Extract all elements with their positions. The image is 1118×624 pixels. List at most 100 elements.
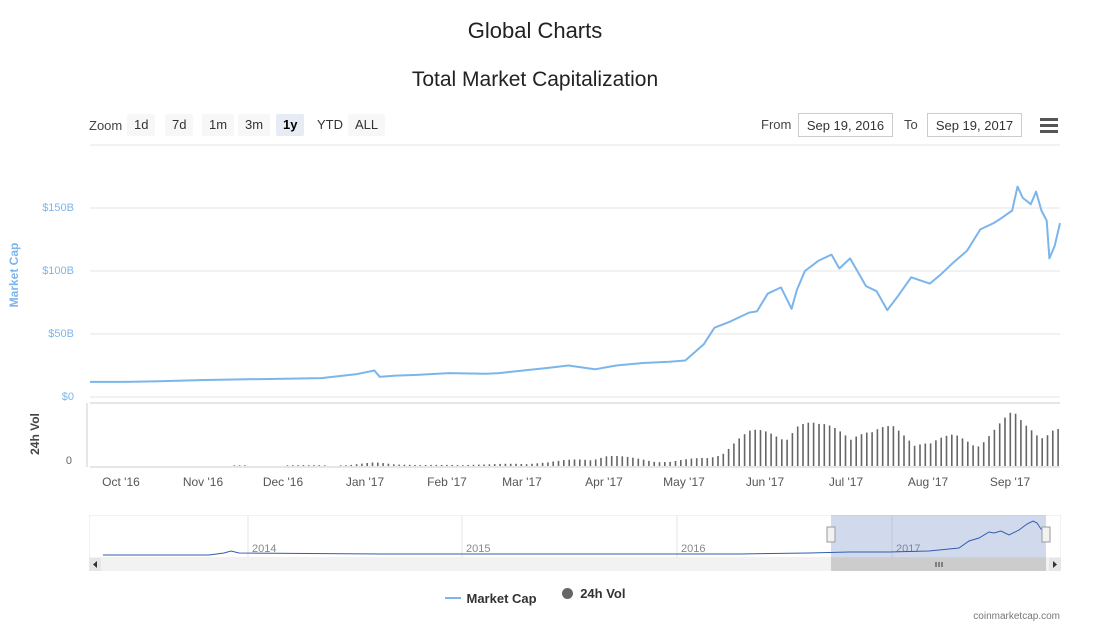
- volume-bar: [818, 423, 820, 466]
- volume-bar: [478, 464, 480, 466]
- volume-bar: [313, 465, 315, 466]
- volume-bar: [998, 423, 1001, 466]
- volume-bar: [770, 433, 772, 466]
- volume-bar: [419, 465, 422, 466]
- volume-bar: [323, 465, 326, 466]
- volume-bar: [1046, 435, 1049, 466]
- credits-link[interactable]: coinmarketcap.com: [973, 611, 1060, 622]
- volume-bar: [733, 443, 735, 466]
- volume-bar: [462, 465, 464, 466]
- volume-bar: [897, 430, 900, 466]
- volume-bar: [637, 458, 640, 466]
- zoom-1d-button[interactable]: 1d: [127, 114, 156, 136]
- volume-bar: [701, 458, 703, 466]
- volume-bar: [881, 427, 884, 466]
- volume-bar: [302, 465, 305, 466]
- volume-bar: [850, 439, 852, 466]
- volume-bar: [483, 464, 485, 466]
- zoom-1m-button[interactable]: 1m: [202, 114, 235, 136]
- volume-bar: [706, 458, 709, 466]
- volume-bar: [499, 463, 501, 466]
- zoom-ytd-button[interactable]: YTD: [310, 114, 350, 136]
- volume-bar: [233, 465, 236, 466]
- volume-bar: [860, 434, 863, 466]
- volume-bar: [387, 463, 390, 466]
- volume-bar: [286, 465, 289, 466]
- volume-bar: [988, 436, 990, 466]
- zoom-3m-button[interactable]: 3m: [238, 114, 271, 136]
- volume-bar: [929, 443, 932, 466]
- volume-bar: [743, 434, 746, 466]
- volume-bar: [557, 460, 560, 466]
- volume-bar: [796, 426, 799, 466]
- volume-bar: [977, 446, 980, 466]
- y-tick-label: $100B: [42, 265, 74, 277]
- volume-bar: [839, 431, 841, 466]
- zoom-7d-button[interactable]: 7d: [165, 114, 194, 136]
- navigator-left-handle[interactable]: [826, 526, 836, 543]
- volume-bar: [632, 457, 634, 466]
- volume-bar: [648, 460, 650, 466]
- volume-bar: [781, 439, 783, 466]
- volume-bar: [414, 465, 416, 466]
- volume-bar: [536, 463, 539, 466]
- x-tick-label: Aug '17: [907, 475, 949, 489]
- volume-bar: [382, 463, 384, 466]
- zoom-1y-button[interactable]: 1y: [276, 114, 305, 136]
- volume-bar: [568, 459, 570, 466]
- volume-bar: [594, 459, 597, 466]
- volume-bar: [791, 433, 794, 466]
- volume-bar: [467, 465, 469, 466]
- volume-bar: [541, 462, 544, 466]
- volume-bar: [563, 460, 565, 466]
- volume-bar: [430, 464, 432, 466]
- navigator-scrollbar[interactable]: [89, 558, 1061, 571]
- volume-bar: [812, 422, 815, 466]
- volume-bar: [584, 459, 586, 466]
- from-date-input[interactable]: [798, 113, 893, 137]
- volume-bar: [488, 464, 491, 466]
- arrow-left-icon: [93, 561, 97, 568]
- volume-bar: [823, 424, 826, 466]
- to-label: To: [904, 117, 918, 132]
- volume-bar: [1004, 417, 1006, 466]
- volume-bar: [658, 462, 661, 466]
- volume-bar: [887, 426, 889, 466]
- zoom-all-button[interactable]: ALL: [348, 114, 386, 136]
- volume-bar: [908, 440, 911, 466]
- volume-bar: [377, 462, 379, 466]
- volume-bar: [876, 429, 879, 466]
- volume-bar: [1020, 420, 1022, 466]
- y-tick-label: $50B: [48, 328, 74, 340]
- volume-bar: [398, 464, 400, 466]
- volume-bar: [749, 430, 751, 466]
- volume-bar: [307, 465, 310, 466]
- volume-bar: [866, 432, 868, 466]
- page-title: Global Charts: [467, 18, 603, 43]
- volume-bar: [472, 464, 475, 466]
- x-tick-label: Apr '17: [585, 475, 623, 489]
- legend-item-volume[interactable]: 24h Vol: [562, 586, 625, 601]
- volume-bar: [834, 428, 836, 466]
- y-tick-label: $150B: [42, 202, 74, 214]
- volume-bar: [509, 463, 512, 466]
- volume-bar: [318, 465, 321, 466]
- volume-bar: [680, 460, 682, 466]
- volume-bar: [621, 456, 624, 466]
- market-cap-chart[interactable]: [0, 0, 1118, 500]
- navigator-selected-range[interactable]: [831, 515, 1046, 558]
- volume-bar: [775, 436, 778, 466]
- volume-bar: [547, 462, 549, 466]
- volume-bar: [579, 459, 581, 466]
- y-tick-label: $0: [61, 391, 74, 403]
- volume-bar: [674, 461, 677, 466]
- legend-label: Market Cap: [466, 590, 537, 606]
- navigator[interactable]: 2014 2015 2016 2017: [89, 515, 1061, 573]
- to-date-input[interactable]: [927, 113, 1022, 137]
- volume-bar: [403, 464, 406, 466]
- legend-item-market-cap[interactable]: Market Cap: [444, 590, 537, 606]
- volume-bar: [493, 464, 496, 466]
- volume-bar: [711, 457, 714, 466]
- hamburger-menu-icon[interactable]: [1040, 118, 1058, 133]
- navigator-right-handle[interactable]: [1041, 526, 1051, 543]
